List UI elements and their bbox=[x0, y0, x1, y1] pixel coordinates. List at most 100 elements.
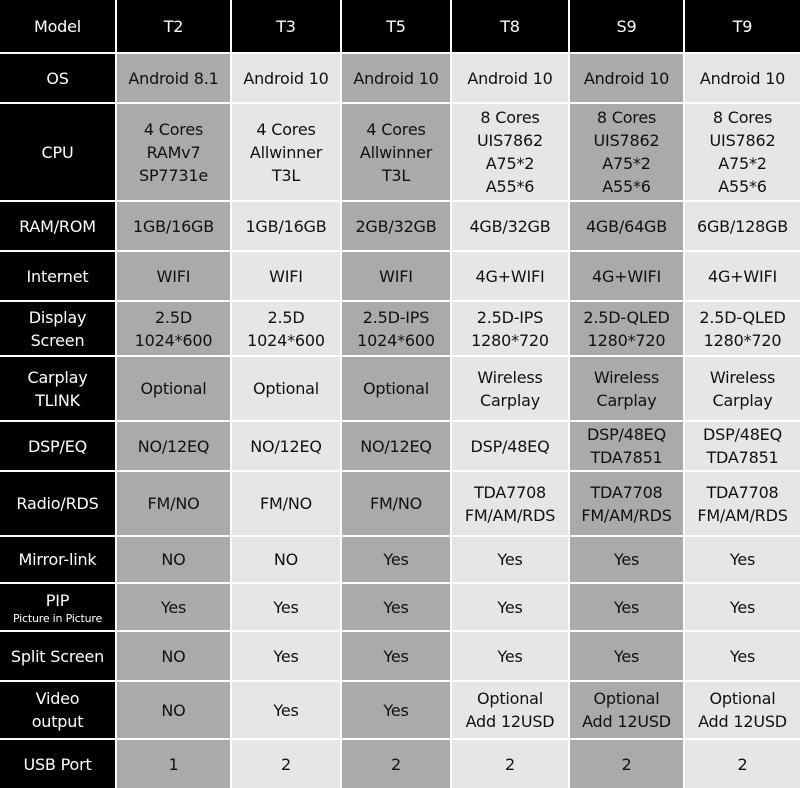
table-cell: Optional Add 12USD bbox=[452, 682, 568, 738]
header-model-t3: T3 bbox=[232, 0, 340, 52]
table-cell: Yes bbox=[570, 584, 683, 630]
table-cell: Yes bbox=[685, 537, 800, 582]
table-cell: DSP/48EQ TDA7851 bbox=[570, 422, 683, 470]
header-model-s9: S9 bbox=[570, 0, 683, 52]
table-cell: 8 Cores UIS7862 A75*2 A55*6 bbox=[452, 104, 568, 200]
table-cell: 4 Cores RAMv7 SP7731e bbox=[117, 104, 230, 200]
table-cell: 2.5D 1024*600 bbox=[117, 302, 230, 355]
row-label: RAM/ROM bbox=[0, 202, 115, 250]
table-cell: Yes bbox=[342, 632, 450, 680]
header-model-t9: T9 bbox=[685, 0, 800, 52]
table-cell: TDA7708 FM/AM/RDS bbox=[685, 472, 800, 535]
table-cell: Optional Add 12USD bbox=[685, 682, 800, 738]
table-cell: Yes bbox=[452, 632, 568, 680]
table-cell: 2.5D-QLED 1280*720 bbox=[570, 302, 683, 355]
table-cell: 2 bbox=[570, 740, 683, 788]
table-cell: Yes bbox=[342, 682, 450, 738]
table-cell: FM/NO bbox=[232, 472, 340, 535]
row-sublabel: Picture in Picture bbox=[12, 611, 103, 625]
table-cell: 4G+WIFI bbox=[452, 252, 568, 300]
table-cell: 2GB/32GB bbox=[342, 202, 450, 250]
table-cell: Yes bbox=[232, 682, 340, 738]
table-cell: TDA7708 FM/AM/RDS bbox=[570, 472, 683, 535]
table-cell: Yes bbox=[685, 584, 800, 630]
table-cell: 2.5D 1024*600 bbox=[232, 302, 340, 355]
table-cell: 2.5D-IPS 1280*720 bbox=[452, 302, 568, 355]
table-cell: 4 Cores Allwinner T3L bbox=[342, 104, 450, 200]
table-cell: NO/12EQ bbox=[232, 422, 340, 470]
table-cell: 2 bbox=[342, 740, 450, 788]
table-cell: 8 Cores UIS7862 A75*2 A55*6 bbox=[570, 104, 683, 200]
table-cell: NO bbox=[117, 632, 230, 680]
row-label-text: Mirror-link bbox=[18, 550, 97, 569]
row-label: PIP Picture in Picture bbox=[0, 584, 115, 630]
table-cell: NO bbox=[232, 537, 340, 582]
table-cell: Yes bbox=[570, 537, 683, 582]
table-cell: NO bbox=[117, 682, 230, 738]
row-label: DSP/EQ bbox=[0, 422, 115, 470]
row-label: Video output bbox=[0, 682, 115, 738]
row-label-text: PIP bbox=[45, 590, 70, 610]
row-label-text: RAM/ROM bbox=[19, 216, 96, 236]
table-cell: 4 Cores Allwinner T3L bbox=[232, 104, 340, 200]
table-cell: Yes bbox=[342, 537, 450, 582]
table-cell: Optional bbox=[117, 357, 230, 420]
table-cell: WIFI bbox=[342, 252, 450, 300]
row-label-text: OS bbox=[46, 68, 69, 88]
row-label: USB Port bbox=[0, 740, 115, 788]
table-cell: 1 bbox=[117, 740, 230, 788]
table-cell: Android 10 bbox=[452, 54, 568, 102]
table-cell: Yes bbox=[685, 632, 800, 680]
table-cell: Yes bbox=[342, 584, 450, 630]
row-label-text: USB Port bbox=[23, 754, 92, 774]
row-label: OS bbox=[0, 54, 115, 102]
row-label: Split Screen bbox=[0, 632, 115, 680]
table-cell: Yes bbox=[232, 632, 340, 680]
table-cell: Yes bbox=[570, 632, 683, 680]
table-cell: Android 10 bbox=[570, 54, 683, 102]
table-cell: Android 10 bbox=[685, 54, 800, 102]
table-cell: Optional bbox=[232, 357, 340, 420]
table-cell: Android 8.1 bbox=[117, 54, 230, 102]
table-cell: Yes bbox=[117, 584, 230, 630]
table-cell: Yes bbox=[452, 537, 568, 582]
row-label: Internet bbox=[0, 252, 115, 300]
table-cell: 2.5D-IPS 1024*600 bbox=[342, 302, 450, 355]
table-cell: NO bbox=[117, 537, 230, 582]
table-cell: Android 10 bbox=[342, 54, 450, 102]
table-cell: 2.5D-QLED 1280*720 bbox=[685, 302, 800, 355]
table-cell: Optional bbox=[342, 357, 450, 420]
table-cell: DSP/48EQ TDA7851 bbox=[685, 422, 800, 470]
header-model-t8: T8 bbox=[452, 0, 568, 52]
table-cell: Wireless Carplay bbox=[570, 357, 683, 420]
row-label-text: Radio/RDS bbox=[16, 494, 99, 513]
table-cell: 4G+WIFI bbox=[685, 252, 800, 300]
table-cell: Android 10 bbox=[232, 54, 340, 102]
row-label: CPU bbox=[0, 104, 115, 200]
table-cell: NO/12EQ bbox=[117, 422, 230, 470]
table-cell: 2 bbox=[685, 740, 800, 788]
table-cell: Wireless Carplay bbox=[685, 357, 800, 420]
table-cell: NO/12EQ bbox=[342, 422, 450, 470]
table-cell: 4GB/64GB bbox=[570, 202, 683, 250]
table-cell: Yes bbox=[232, 584, 340, 630]
table-cell: TDA7708 FM/AM/RDS bbox=[452, 472, 568, 535]
row-label-text: Split Screen bbox=[10, 646, 105, 666]
row-label: Display Screen bbox=[0, 302, 115, 355]
table-cell: DSP/48EQ bbox=[452, 422, 568, 470]
table-cell: Yes bbox=[452, 584, 568, 630]
row-label-text: DSP/EQ bbox=[27, 436, 88, 456]
row-label: Radio/RDS bbox=[0, 472, 115, 535]
header-model-t2: T2 bbox=[117, 0, 230, 52]
table-cell: 6GB/128GB bbox=[685, 202, 800, 250]
table-cell: 8 Cores UIS7862 A75*2 A55*6 bbox=[685, 104, 800, 200]
row-label-text: Video output bbox=[31, 689, 84, 731]
header-model-t5: T5 bbox=[342, 0, 450, 52]
row-label: Carplay TLINK bbox=[0, 357, 115, 420]
table-cell: WIFI bbox=[117, 252, 230, 300]
header-model-label: Model bbox=[0, 0, 115, 52]
row-label: Mirror-link bbox=[0, 537, 115, 582]
row-label-text: Internet bbox=[26, 266, 89, 286]
row-label-text: CPU bbox=[41, 142, 74, 162]
